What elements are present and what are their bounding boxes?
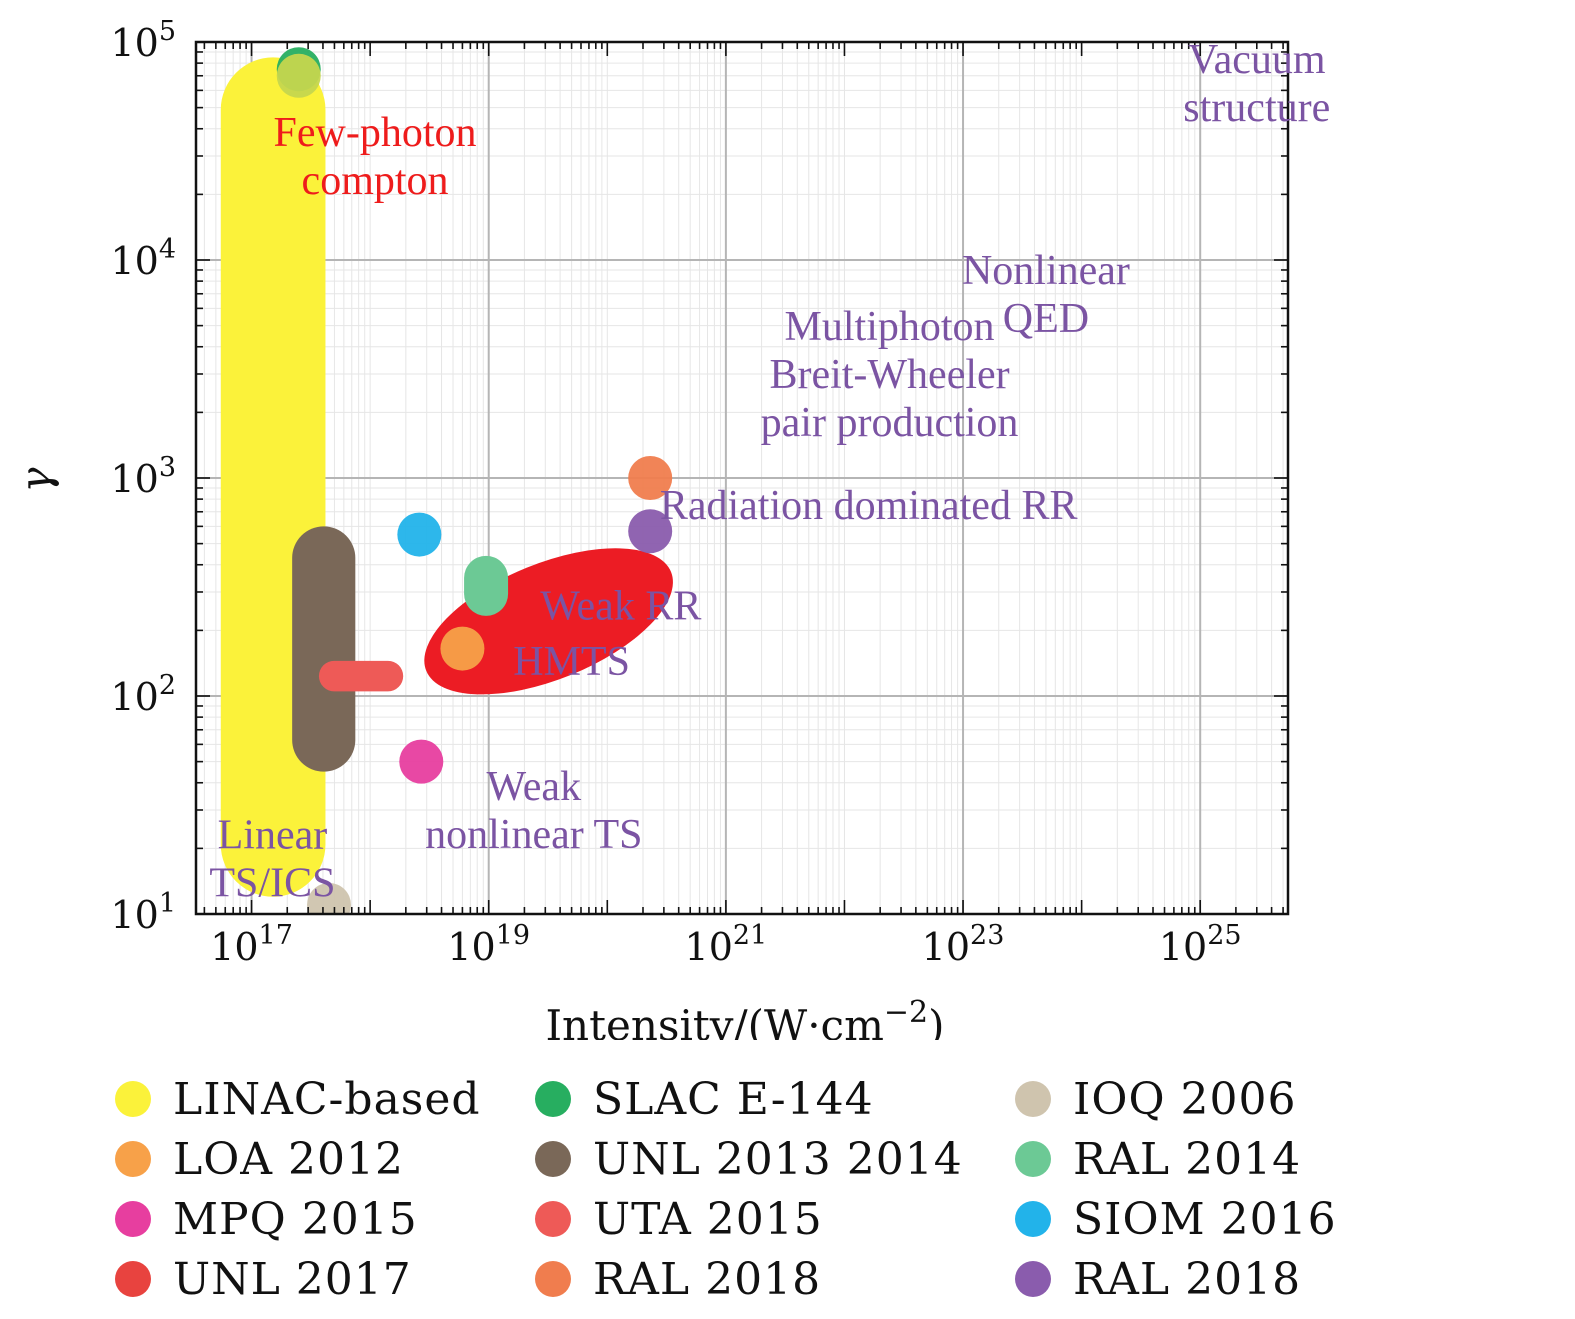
legend-swatch	[115, 1261, 151, 1297]
legend-label: RAL 2014	[1073, 1133, 1302, 1185]
x-tick-label: 1019	[447, 920, 530, 969]
annotation: Vacuum structure	[1183, 37, 1330, 131]
legend-swatch	[535, 1261, 571, 1297]
tick-labels: 1017 1019 1021 1023 1025 101 102 103 104 105	[110, 16, 1241, 969]
legend-label: UTA 2015	[593, 1193, 823, 1245]
point-ral-2018	[628, 456, 673, 500]
legend-label: RAL 2018	[593, 1253, 822, 1305]
legend-label: SIOM 2016	[1073, 1193, 1337, 1245]
legend-item: RAL 2014	[1015, 1132, 1535, 1186]
legend-swatch	[115, 1141, 151, 1177]
region-unl-2013-2014	[292, 526, 356, 772]
legend-swatch	[1015, 1261, 1051, 1297]
legend-label: UNL 2013 2014	[593, 1133, 963, 1185]
point-ioq-2006	[307, 882, 352, 914]
legend-item: SLAC E-144	[535, 1072, 1015, 1126]
legend: LINAC-based SLAC E-144 IOQ 2006 LOA 2012 UNL…	[115, 1072, 1555, 1306]
point-mpq-2015	[399, 739, 444, 784]
region-uta-2015	[318, 660, 404, 692]
legend-label: LOA 2012	[173, 1133, 405, 1185]
point-loa-2012	[440, 626, 485, 671]
y-tick-label: 102	[110, 670, 176, 719]
legend-label: IOQ 2006	[1073, 1073, 1297, 1125]
legend-label: MPQ 2015	[173, 1193, 418, 1245]
x-tick-label: 1021	[685, 920, 768, 969]
legend-swatch	[1015, 1201, 1051, 1237]
legend-label: LINAC-based	[173, 1073, 481, 1125]
annotations: Few-photon compton Vacuum structure Nonlinea…	[209, 37, 1330, 907]
data-marks	[220, 47, 673, 914]
x-tick-label: 1025	[1159, 920, 1242, 969]
legend-item: UTA 2015	[535, 1192, 1015, 1246]
annotation: Weak nonlinear TS	[425, 764, 642, 858]
point-ral-2014	[464, 555, 509, 616]
x-axis-label: Intensity/(W·cm−2)	[545, 995, 944, 1040]
legend-item: IOQ 2006	[1015, 1072, 1535, 1126]
annotation: Few-photon compton	[274, 110, 477, 204]
legend-swatch	[535, 1081, 571, 1117]
legend-label: RAL 2018	[1073, 1253, 1302, 1305]
point-siom-2016	[397, 512, 442, 557]
legend-item: LOA 2012	[115, 1132, 535, 1186]
legend-item: SIOM 2016	[1015, 1192, 1535, 1246]
legend-swatch	[115, 1081, 151, 1117]
legend-item: UNL 2013 2014	[535, 1132, 1015, 1186]
point-ral-2018	[628, 509, 673, 554]
y-tick-label: 105	[110, 16, 176, 65]
legend-item: UNL 2017	[115, 1252, 535, 1306]
legend-swatch	[1015, 1081, 1051, 1117]
legend-label: UNL 2017	[173, 1253, 412, 1305]
annotation: HMTS	[513, 639, 630, 685]
y-tick-label: 104	[110, 234, 176, 283]
y-tick-label: 101	[110, 888, 176, 937]
legend-item: RAL 2018	[1015, 1252, 1535, 1306]
legend-item: LINAC-based	[115, 1072, 535, 1126]
legend-item: MPQ 2015	[115, 1192, 535, 1246]
chart: 1017 1019 1021 1023 1025 101 102 103 104 105 Few-…	[11, 16, 1330, 1040]
legend-swatch	[115, 1201, 151, 1237]
annotation: Weak RR	[540, 584, 701, 630]
legend-item: RAL 2018	[535, 1252, 1015, 1306]
x-tick-label: 1023	[922, 920, 1005, 969]
ellipse-unl-2017	[424, 548, 673, 695]
annotation: Nonlinear QED	[962, 248, 1130, 342]
legend-swatch	[535, 1201, 571, 1237]
axis-ticks	[196, 41, 1288, 915]
annotation: Multiphoton Breit-Wheeler pair production	[761, 304, 1019, 446]
annotation: Radiation dominated RR	[660, 483, 1078, 529]
x-tick-label: 1017	[210, 920, 293, 969]
y-tick-label: 103	[110, 452, 176, 501]
legend-swatch	[535, 1141, 571, 1177]
point-linac-based	[276, 53, 321, 98]
legend-swatch	[1015, 1141, 1051, 1177]
annotation: Linear TS/ICS	[209, 812, 335, 906]
y-axis-label: γ	[11, 467, 60, 493]
legend-label: SLAC E-144	[593, 1073, 874, 1125]
